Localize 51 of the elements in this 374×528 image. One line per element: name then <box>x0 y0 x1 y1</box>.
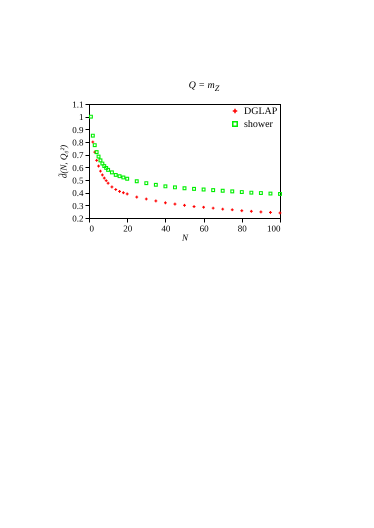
point <box>92 143 97 148</box>
point <box>230 189 234 194</box>
y-tick-label: 1.1 <box>72 100 84 110</box>
point <box>110 170 114 174</box>
y-tick-label: 1 <box>79 112 84 122</box>
y-tick-label: 0.4 <box>72 188 84 198</box>
point <box>118 174 122 178</box>
point <box>144 181 148 186</box>
x-tick-label: 0 <box>90 224 94 234</box>
point <box>182 186 186 190</box>
point <box>98 158 102 162</box>
x-tick-label: 80 <box>238 224 248 234</box>
point <box>172 185 177 190</box>
point <box>100 162 104 166</box>
x-axis-title: N <box>180 232 189 242</box>
x-tick-label: 60 <box>200 224 210 234</box>
point <box>121 176 126 180</box>
point <box>106 168 110 172</box>
x-tick-label: 40 <box>161 224 171 234</box>
point <box>268 192 272 196</box>
point <box>220 188 225 193</box>
point <box>114 172 118 177</box>
legend-label: shower <box>244 119 274 130</box>
point <box>202 188 206 192</box>
point <box>240 190 244 194</box>
point <box>211 188 216 192</box>
y-axis-title: d̃(N, Q₀²) <box>57 144 68 178</box>
y-tick-label: 0.9 <box>72 124 84 135</box>
y-tick-label: 0.5 <box>72 176 84 186</box>
point <box>163 184 168 188</box>
point <box>249 190 254 195</box>
point <box>192 186 196 191</box>
chart-title: Q = m$_{Z}$ <box>188 80 220 93</box>
point <box>154 182 158 187</box>
point <box>102 164 106 168</box>
legend-label: DGLAP <box>244 106 278 117</box>
point <box>278 192 282 196</box>
y-tick-label: 0.2 <box>72 214 84 224</box>
x-tick-label: 20 <box>123 224 133 234</box>
point <box>134 179 139 184</box>
y-tick-label: 0.6 <box>72 162 84 173</box>
x-tick-label: 100 <box>267 224 281 234</box>
point <box>125 176 130 181</box>
point <box>90 134 95 138</box>
point <box>104 166 108 170</box>
point <box>258 191 263 196</box>
point <box>96 154 101 159</box>
point <box>88 114 93 119</box>
y-tick-label: 0.7 <box>72 150 84 160</box>
y-tick-label: 0.8 <box>72 138 84 148</box>
y-tick-label: 0.3 <box>72 200 84 211</box>
